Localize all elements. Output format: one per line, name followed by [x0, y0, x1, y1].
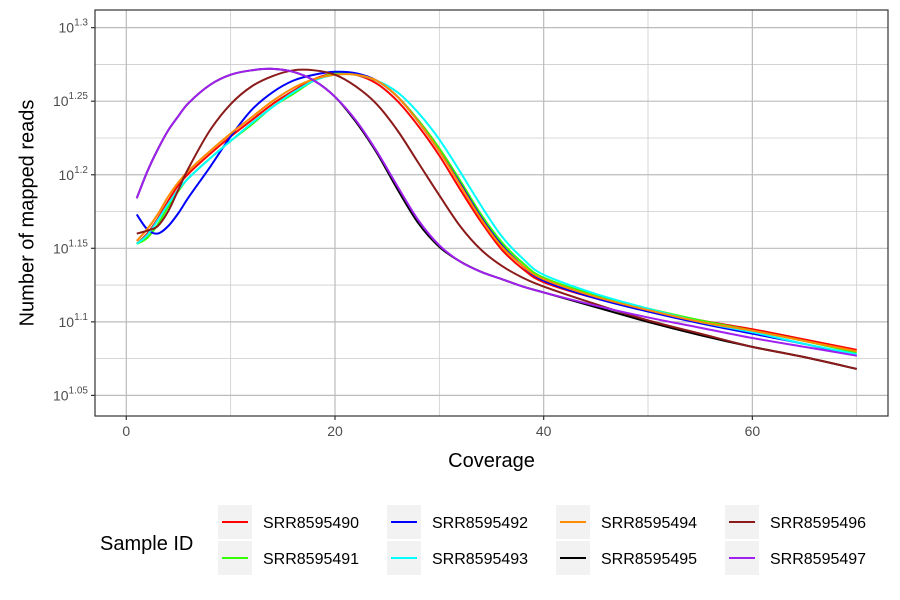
- series-line-srr8595495: [135, 67, 857, 370]
- y-tick-label: 101.25: [53, 91, 88, 109]
- x-axis-title: Coverage: [448, 450, 535, 472]
- legend-label: SRR8595494: [601, 515, 697, 532]
- legend-label: SRR8595490: [263, 515, 359, 532]
- x-tick-label: 40: [536, 423, 552, 439]
- series-line-srr8595492: [135, 70, 857, 357]
- legend-label: SRR8595496: [770, 515, 866, 532]
- y-axis-ticks: 101.05 101.1 101.15 101.2 101.25 101.3: [53, 18, 95, 403]
- series-line-srr8595491: [136, 71, 857, 354]
- y-tick-label: 101.1: [59, 312, 89, 330]
- series-line-srr8595494: [135, 73, 857, 353]
- grid: [95, 10, 888, 416]
- legend-title: Sample ID: [100, 533, 193, 555]
- legend-label: SRR8595492: [432, 515, 528, 532]
- series-line-srr8595497: [135, 67, 857, 357]
- y-tick-label: 101.3: [59, 18, 89, 36]
- legend-label: SRR8595491: [263, 551, 359, 568]
- y-tick-label: 101.15: [53, 238, 88, 256]
- x-axis-ticks: 0 20 40 60: [122, 416, 760, 439]
- series-line-srr8595496: [136, 68, 857, 370]
- legend: SRR8595490 SRR8595491 SRR8595492 SRR8595493…: [218, 505, 866, 575]
- y-tick-label: 101.05: [53, 385, 88, 403]
- x-tick-label: 20: [327, 423, 343, 439]
- x-tick-label: 0: [122, 423, 130, 439]
- legend-label: SRR8595495: [601, 551, 697, 568]
- x-tick-label: 60: [745, 423, 761, 439]
- legend-label: SRR8595497: [770, 551, 866, 568]
- legend-label: SRR8595493: [432, 551, 528, 568]
- panel-border: [94, 9, 889, 417]
- series-line-srr8595493: [136, 72, 857, 356]
- y-tick-label: 101.2: [59, 165, 89, 183]
- series-lines: [135, 67, 857, 370]
- y-axis-title: Number of mapped reads: [16, 100, 38, 327]
